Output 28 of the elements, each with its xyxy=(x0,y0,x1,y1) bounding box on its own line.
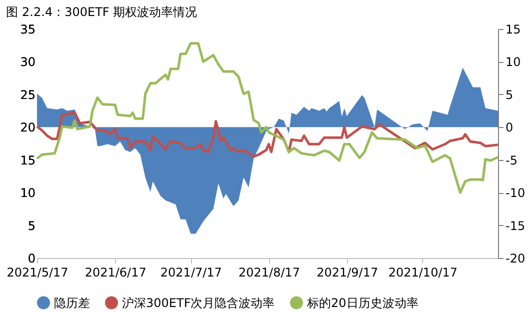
y-tick-label: 15 xyxy=(20,153,36,168)
y2-tick-label: 15 xyxy=(506,22,521,36)
x-tick-label: 2021/9/17 xyxy=(316,266,378,280)
y2-tick-label: -5 xyxy=(506,153,518,168)
x-tick-label: 2021/5/17 xyxy=(6,266,68,280)
y2-tick-label: -15 xyxy=(506,218,526,233)
line-series xyxy=(36,112,500,158)
legend-label: 沪深300ETF次月隐含波动率 xyxy=(122,296,275,310)
y-tick-label: 25 xyxy=(20,88,36,102)
line-series xyxy=(36,42,500,194)
y-tick-label: 30 xyxy=(20,55,36,70)
y-tick-label: 20 xyxy=(20,120,36,135)
x-tick-label: 2021/6/17 xyxy=(84,266,146,280)
x-tick-label: 2021/8/17 xyxy=(238,266,300,280)
y-tick-label: 5 xyxy=(28,218,36,233)
x-tick-label: 2021/10/17 xyxy=(388,266,458,280)
y2-tick-label: 0 xyxy=(506,120,514,135)
y2-tick-label: -20 xyxy=(506,252,526,266)
legend-label: 隐历差 xyxy=(54,296,90,310)
chart-title: 图 2.2.4：300ETF 期权波动率情况 xyxy=(6,5,198,19)
y-tick-label: 10 xyxy=(20,186,36,200)
y2-tick-label: 10 xyxy=(506,55,521,70)
x-tick-label: 2021/7/17 xyxy=(160,266,222,280)
y2-tick-label: 5 xyxy=(506,88,514,102)
y-tick-label: 0 xyxy=(28,252,36,266)
y-tick-label: 35 xyxy=(20,22,36,36)
legend-label: 标的20日历史波动率 xyxy=(306,296,418,310)
y2-tick-label: -10 xyxy=(506,186,526,200)
